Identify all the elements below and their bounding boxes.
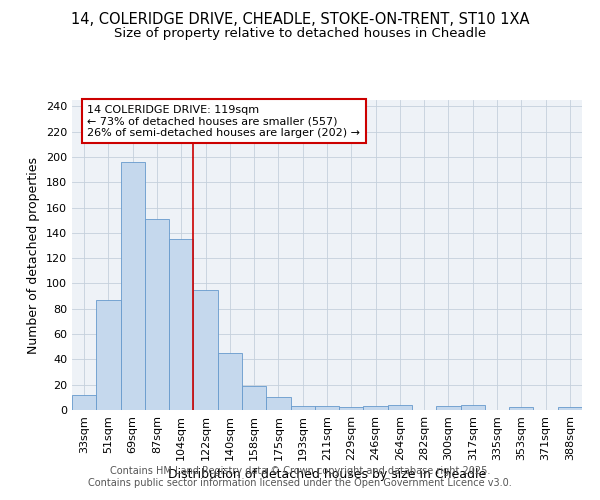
Bar (290, 406, 315, 410)
Bar (315, 406, 339, 410)
Bar (436, 406, 461, 410)
Y-axis label: Number of detached properties: Number of detached properties (28, 156, 40, 354)
Bar (266, 398, 290, 410)
X-axis label: Distribution of detached houses by size in Cheadle: Distribution of detached houses by size … (168, 468, 486, 481)
Bar (169, 239, 193, 410)
Bar (509, 408, 533, 410)
Text: Contains HM Land Registry data © Crown copyright and database right 2025.
Contai: Contains HM Land Registry data © Crown c… (88, 466, 512, 487)
Bar (145, 219, 169, 410)
Bar (461, 405, 485, 410)
Bar (96, 300, 121, 410)
Bar (218, 353, 242, 410)
Bar (193, 290, 218, 410)
Bar (339, 408, 364, 410)
Text: 14 COLERIDGE DRIVE: 119sqm
← 73% of detached houses are smaller (557)
26% of sem: 14 COLERIDGE DRIVE: 119sqm ← 73% of deta… (88, 104, 360, 138)
Bar (121, 162, 145, 410)
Bar (242, 386, 266, 410)
Bar (388, 405, 412, 410)
Bar (558, 408, 582, 410)
Bar (72, 395, 96, 410)
Text: 14, COLERIDGE DRIVE, CHEADLE, STOKE-ON-TRENT, ST10 1XA: 14, COLERIDGE DRIVE, CHEADLE, STOKE-ON-T… (71, 12, 529, 28)
Bar (364, 406, 388, 410)
Text: Size of property relative to detached houses in Cheadle: Size of property relative to detached ho… (114, 28, 486, 40)
